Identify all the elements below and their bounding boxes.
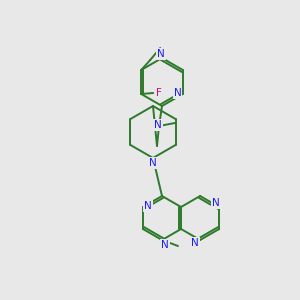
Text: N: N xyxy=(161,240,169,250)
Text: N: N xyxy=(212,198,220,208)
Text: N: N xyxy=(174,88,182,98)
Text: N: N xyxy=(157,49,165,59)
Text: N: N xyxy=(149,158,157,168)
Text: F: F xyxy=(156,88,162,98)
Text: N: N xyxy=(191,238,199,248)
Text: N: N xyxy=(144,201,152,211)
Text: N: N xyxy=(154,120,162,130)
